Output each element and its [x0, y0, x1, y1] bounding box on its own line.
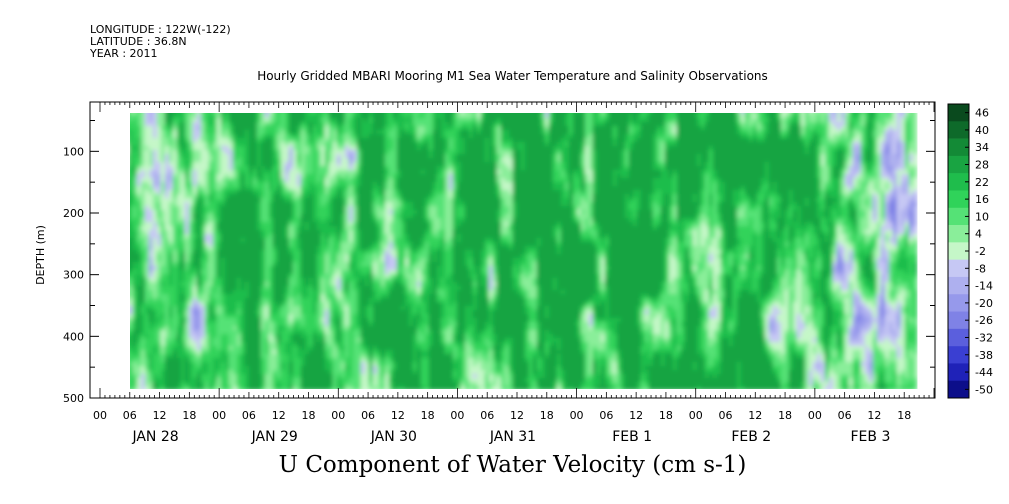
colorbar-swatch [948, 380, 969, 399]
colorbar-swatch [948, 207, 969, 226]
x-hour-label: 12 [391, 409, 405, 422]
colorbar-swatch [948, 173, 969, 191]
colorbar-swatch [948, 190, 969, 209]
x-hour-label: 00 [212, 409, 226, 422]
x-hour-label: 06 [242, 409, 256, 422]
x-hour-label: 00 [808, 409, 822, 422]
x-hour-label: 18 [421, 409, 435, 422]
colorbar-swatch [948, 104, 969, 122]
colorbar-swatch [948, 259, 969, 278]
colorbar-label: 16 [975, 193, 989, 206]
colorbar-label: -2 [975, 245, 986, 258]
colorbar-swatch [948, 363, 969, 382]
x-hour-label: 12 [748, 409, 762, 422]
colorbar-swatch [948, 311, 969, 330]
x-hour-label: 12 [629, 409, 643, 422]
x-hour-label: 06 [123, 409, 137, 422]
colorbar-swatch [948, 294, 969, 312]
colorbar-label: 46 [975, 107, 989, 120]
chart-title: Hourly Gridded MBARI Mooring M1 Sea Wate… [257, 69, 768, 83]
colorbar-swatch [948, 328, 969, 347]
year-label: YEAR : 2011 [90, 47, 158, 60]
colorbar-label: -44 [975, 366, 993, 379]
heatmap-field [130, 113, 918, 389]
x-hour-label: 18 [182, 409, 196, 422]
colorbar-label: -20 [975, 297, 993, 310]
x-hour-label: 12 [153, 409, 167, 422]
x-hour-label: 06 [719, 409, 733, 422]
chart-subtitle: U Component of Water Velocity (cm s-1) [278, 452, 747, 478]
colorbar-label: -50 [975, 383, 993, 396]
x-hour-label: 18 [302, 409, 316, 422]
x-hour-label: 00 [570, 409, 584, 422]
colorbar-label: -26 [975, 314, 993, 327]
colorbar-label: 28 [975, 159, 989, 172]
colorbar-label: 22 [975, 176, 989, 189]
plot-frame [89, 101, 936, 399]
x-hour-label: 06 [838, 409, 852, 422]
y-tick-label: 400 [63, 330, 84, 343]
x-hour-label: 00 [450, 409, 464, 422]
colorbar-label: -32 [975, 331, 993, 344]
x-hour-label: 12 [272, 409, 286, 422]
colorbar-swatch [948, 242, 969, 260]
colorbar-label: 4 [975, 228, 982, 241]
colorbar-swatch [948, 121, 969, 139]
x-hour-label: 18 [897, 409, 911, 422]
x-hour-label: 06 [361, 409, 375, 422]
colorbar-swatch [948, 155, 969, 174]
colorbar-label: -38 [975, 349, 993, 362]
colorbar-label: 40 [975, 124, 989, 137]
colorbar-label: 34 [975, 141, 989, 154]
y-axis-label: DEPTH (m) [34, 225, 47, 285]
y-tick-label: 500 [63, 392, 84, 405]
colorbar: 46 40 34 28 22 16 10 4 -2 -8 -14 -20 -26 -32 -38 -44 -50 [947, 103, 993, 399]
colorbar-label: -8 [975, 262, 986, 275]
y-tick-label: 200 [63, 207, 84, 220]
x-day-label: FEB 2 [731, 429, 771, 445]
latitude-label: LATITUDE : 36.8N [90, 35, 187, 48]
longitude-label: LONGITUDE : 122W(-122) [90, 23, 231, 36]
x-day-label: FEB 1 [612, 429, 652, 445]
x-hour-label: 00 [689, 409, 703, 422]
x-day-label: FEB 3 [850, 429, 890, 445]
colorbar-swatch [948, 225, 969, 243]
x-hour-label: 06 [480, 409, 494, 422]
colorbar-label: -14 [975, 280, 993, 293]
x-hour-label: 06 [599, 409, 613, 422]
x-hour-label: 12 [867, 409, 881, 422]
colorbar-swatch [948, 346, 969, 364]
x-day-label: JAN 30 [370, 429, 417, 445]
x-day-label: JAN 29 [251, 429, 298, 445]
x-hour-label: 00 [93, 409, 107, 422]
x-day-label: JAN 31 [489, 429, 536, 445]
x-hour-label: 00 [331, 409, 345, 422]
colorbar-swatch [948, 138, 969, 157]
x-day-label: JAN 28 [131, 429, 178, 445]
y-tick-label: 100 [63, 145, 84, 158]
x-hour-label: 18 [540, 409, 554, 422]
y-tick-label: 300 [63, 269, 84, 282]
colorbar-label: 10 [975, 210, 989, 223]
x-hour-label: 18 [659, 409, 673, 422]
x-hour-label: 18 [778, 409, 792, 422]
colorbar-swatch [948, 276, 969, 295]
x-hour-label: 12 [510, 409, 524, 422]
